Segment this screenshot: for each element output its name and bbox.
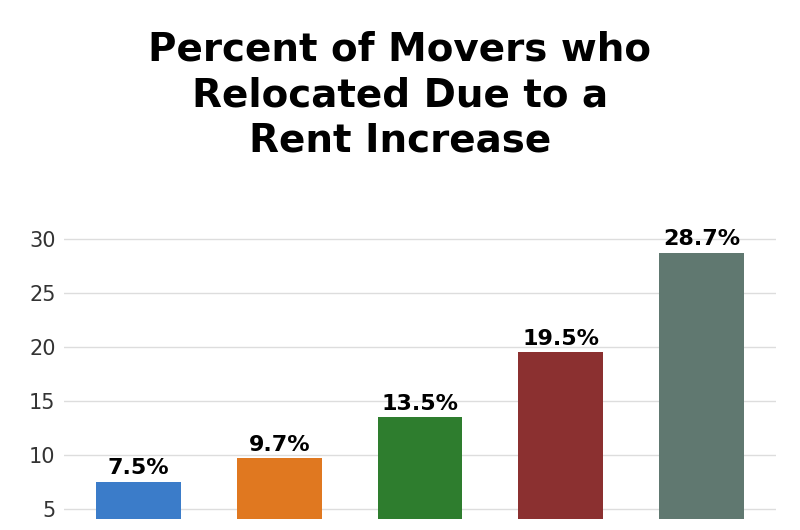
Bar — [518, 352, 603, 530]
Text: Percent of Movers who
Relocated Due to a
Rent Increase: Percent of Movers who Relocated Due to a… — [149, 31, 651, 160]
Bar — [96, 482, 181, 530]
Text: 19.5%: 19.5% — [522, 329, 599, 349]
Bar — [659, 253, 744, 530]
Text: 13.5%: 13.5% — [382, 394, 458, 413]
Text: 7.5%: 7.5% — [108, 458, 170, 479]
Text: 9.7%: 9.7% — [249, 435, 310, 455]
Bar — [378, 417, 462, 530]
Bar — [237, 458, 322, 530]
Text: 28.7%: 28.7% — [663, 229, 740, 250]
